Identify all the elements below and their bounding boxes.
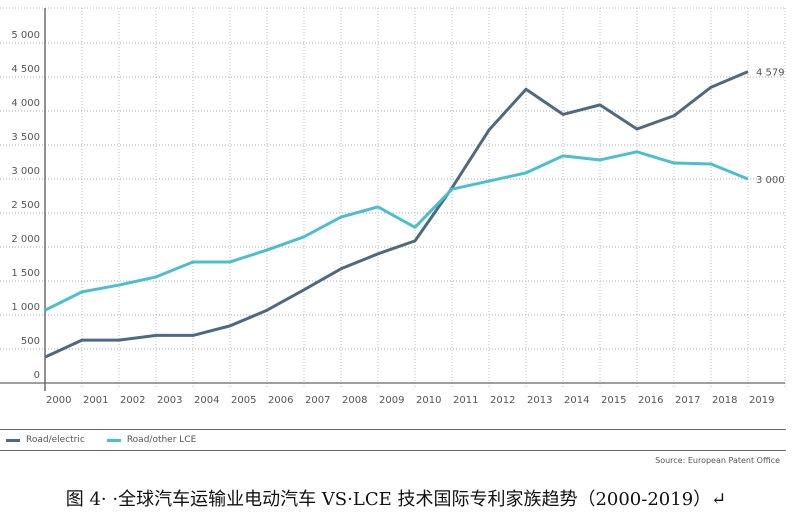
series-group: [44, 70, 749, 359]
x-tick-label: 2008: [342, 395, 367, 406]
y-tick-label: 5 000: [11, 30, 40, 41]
x-tick-label: 2017: [675, 395, 700, 406]
x-tick-label: 2016: [638, 395, 663, 406]
end-label: 4 579: [756, 68, 785, 79]
x-tick-label: 2013: [527, 395, 552, 406]
y-tick-label: 2 000: [11, 234, 40, 245]
series-line-road-other-lce: [44, 150, 749, 312]
y-tick-label: 0: [34, 370, 40, 381]
x-tick-label: 2003: [157, 395, 182, 406]
grid: [0, 7, 786, 388]
x-tick-label: 2011: [453, 395, 478, 406]
x-tick-label: 2007: [305, 395, 330, 406]
x-tick-label: 2018: [712, 395, 737, 406]
x-tick-label: 2004: [194, 395, 219, 406]
y-tick-label: 4 000: [11, 98, 40, 109]
series-line-road-electric: [44, 70, 749, 359]
x-tick-label: 2012: [490, 395, 515, 406]
legend: Road/electric Road/other LCE: [6, 433, 218, 447]
x-tick-label: 2015: [601, 395, 626, 406]
legend-bottom-rule: [0, 450, 786, 451]
legend-label: Road/other LCE: [126, 435, 197, 445]
source-note: Source: European Patent Office: [655, 456, 780, 465]
x-tick-label: 2000: [46, 395, 71, 406]
y-tick-label: 3 000: [11, 166, 40, 177]
y-tick-label: 1 500: [11, 268, 40, 279]
legend-item-road-electric: Road/electric: [6, 435, 85, 445]
y-tick-label: 4 500: [11, 64, 40, 75]
end-labels: 4 579 3 000: [756, 68, 785, 186]
y-tick-label: 2 500: [11, 200, 40, 211]
x-axis-ticks: 2000 2001 2002 2003 2004 2005 2006 2007 2008 2009…: [46, 395, 774, 406]
x-tick-label: 2006: [268, 395, 293, 406]
legend-label: Road/electric: [26, 435, 85, 445]
legend-swatch-road-other-lce: [106, 438, 121, 442]
x-tick-label: 2002: [120, 395, 145, 406]
legend-swatch-road-electric: [6, 438, 20, 442]
legend-top-rule: [0, 429, 786, 430]
legend-item-road-other-lce: Road/other LCE: [106, 435, 197, 445]
x-tick-label: 2005: [231, 395, 256, 406]
x-tick-label: 2014: [564, 395, 589, 406]
y-tick-label: 500: [21, 336, 40, 347]
y-tick-label: 3 500: [11, 132, 40, 143]
x-tick-label: 2001: [83, 395, 108, 406]
figure-caption: 图 4· ·全球汽车运输业电动汽车 VS·LCE 技术国际专利家族趋势（2000…: [65, 489, 727, 510]
x-tick-label: 2010: [416, 395, 441, 406]
y-tick-label: 1 000: [11, 302, 40, 313]
line-chart: 0 500 1 000 1 500 2 000 2 500 3 000 3 500 4 000 4…: [0, 7, 786, 406]
end-label: 3 000: [756, 175, 785, 186]
y-axis-ticks: 0 500 1 000 1 500 2 000 2 500 3 000 3 500 4 000 4…: [11, 30, 40, 381]
x-tick-label: 2009: [379, 395, 404, 406]
x-tick-label: 2019: [749, 395, 774, 406]
